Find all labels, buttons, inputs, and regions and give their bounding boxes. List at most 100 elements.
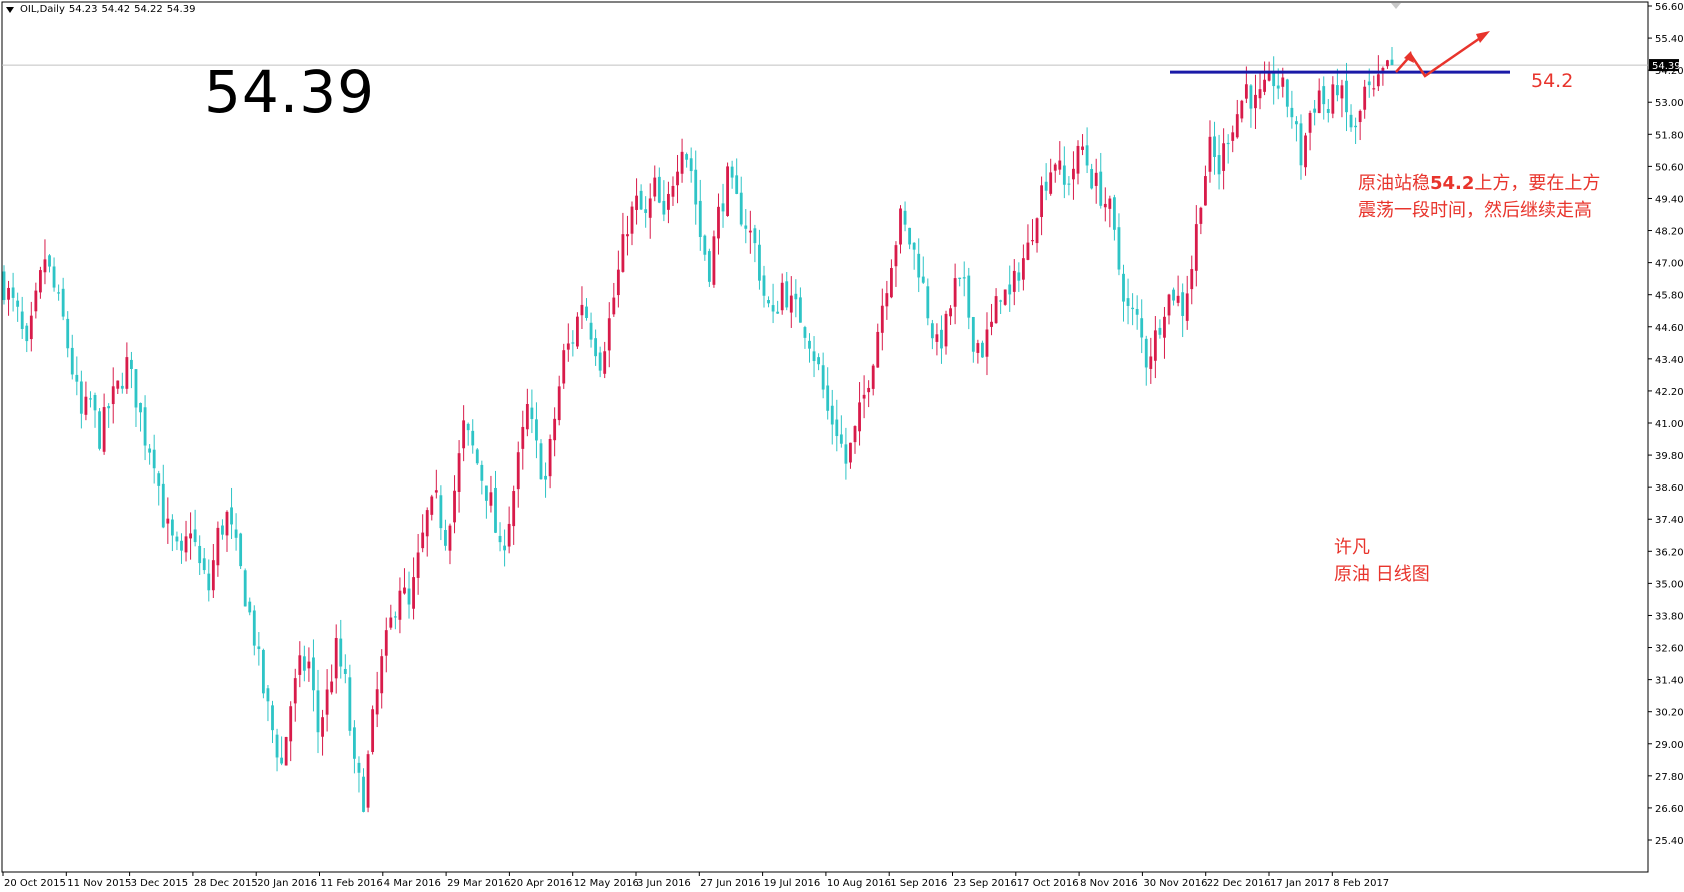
candle-body — [1390, 59, 1394, 66]
candle-body — [1367, 81, 1371, 86]
y-tick-label: 55.40 — [1655, 34, 1684, 45]
candle-body — [808, 340, 811, 349]
candle-body — [1131, 307, 1135, 310]
candle-body — [912, 242, 916, 250]
candle-body — [1199, 207, 1203, 224]
candle-body — [157, 473, 161, 486]
forecast-arrow-head-2 — [1476, 31, 1490, 43]
candle-body — [585, 306, 588, 318]
current-price-tag: 54.39 — [1649, 59, 1681, 72]
candle-body — [216, 527, 220, 566]
candle-body — [439, 495, 443, 529]
candle-body — [316, 690, 320, 733]
candle-body — [193, 529, 197, 543]
candle-body — [407, 588, 411, 605]
candle-body — [230, 507, 233, 525]
candle-body — [239, 533, 243, 567]
candle-body — [730, 166, 734, 178]
candle-body — [1235, 114, 1239, 138]
big-price-text: 54.39 — [204, 58, 376, 126]
candle-body — [707, 251, 711, 282]
x-tick-label: 8 Nov 2016 — [1080, 878, 1138, 889]
candle-body — [535, 419, 538, 441]
candle-body — [1290, 107, 1294, 118]
y-axis: 56.60 55.40 54.20 53.00 51.80 50.60 49.40 48.20… — [1648, 2, 1684, 847]
candle-body — [330, 681, 334, 693]
candle-body — [380, 656, 384, 694]
candle-body — [635, 195, 638, 210]
dropdown-triangle-icon[interactable] — [6, 6, 14, 13]
candle-body — [958, 277, 962, 279]
candle-body — [849, 442, 852, 463]
candle-body — [1103, 203, 1107, 208]
y-tick-label: 43.40 — [1655, 355, 1684, 366]
candle-body — [1135, 308, 1139, 315]
candle-body — [676, 171, 679, 186]
candle-body — [1058, 160, 1062, 170]
candle-body — [125, 357, 129, 389]
candle-body — [739, 192, 743, 225]
candle-body — [503, 545, 507, 551]
candle-body — [261, 649, 265, 694]
candle-body — [434, 490, 438, 493]
candle-body — [1317, 90, 1321, 114]
candle-body — [184, 536, 188, 553]
candle-body — [1126, 298, 1130, 306]
candle-body — [689, 158, 693, 172]
candle-body — [1326, 108, 1330, 113]
candle-body — [302, 656, 306, 671]
candle-body — [544, 475, 547, 480]
candle-body — [1085, 145, 1089, 166]
candle-body — [662, 201, 666, 215]
candle-body — [1053, 164, 1057, 171]
candle-body — [471, 430, 475, 446]
candle-body — [498, 535, 502, 543]
candle-body — [1012, 270, 1016, 292]
candle-body — [967, 275, 971, 318]
candle-body — [211, 560, 215, 591]
candle-body — [648, 198, 652, 218]
x-tick-label: 11 Feb 2016 — [321, 878, 383, 889]
candle-body — [1194, 224, 1198, 271]
candle-body — [921, 276, 925, 283]
candle-body — [393, 616, 397, 618]
x-tick-label: 10 Aug 2016 — [827, 878, 891, 889]
candle-body — [1217, 155, 1221, 175]
candle-body — [134, 369, 138, 408]
x-axis: 20 Oct 2015 11 Nov 2015 3 Dec 2015 28 Dec 2… — [2, 872, 1389, 889]
candles-group — [2, 46, 1394, 813]
candle-body — [1240, 100, 1244, 119]
candle-body — [48, 255, 51, 267]
candle-body — [871, 365, 875, 389]
candle-body — [1163, 316, 1166, 338]
x-tick-label: 17 Oct 2016 — [1017, 878, 1079, 889]
candle-body — [466, 423, 470, 431]
candle-body — [57, 292, 61, 294]
x-tick-label: 12 May 2016 — [574, 878, 639, 889]
candle-body — [1244, 84, 1248, 99]
candle-body — [940, 329, 943, 349]
candle-body — [243, 570, 247, 607]
candle-body — [1094, 172, 1098, 186]
candle-body — [1340, 85, 1344, 99]
candle-body — [1076, 145, 1080, 174]
candle-body — [371, 709, 375, 753]
y-tick-label: 29.00 — [1655, 740, 1684, 751]
candle-body — [525, 404, 529, 430]
candle-body — [990, 321, 993, 327]
candle-body — [161, 483, 165, 528]
candle-body — [712, 236, 716, 285]
candle-body — [899, 208, 902, 245]
y-tick-label: 49.40 — [1655, 194, 1684, 205]
candle-body — [225, 511, 229, 536]
candle-body — [1017, 272, 1021, 281]
candle-body — [312, 657, 315, 691]
forecast-arrows — [1395, 31, 1490, 78]
candle-body — [1281, 77, 1285, 87]
candle-body — [1185, 293, 1189, 321]
y-tick-label: 48.20 — [1655, 227, 1684, 238]
x-tick-label: 1 Sep 2016 — [890, 878, 947, 889]
ohlc-open: 54.23 — [68, 4, 98, 15]
candle-body — [375, 689, 379, 715]
